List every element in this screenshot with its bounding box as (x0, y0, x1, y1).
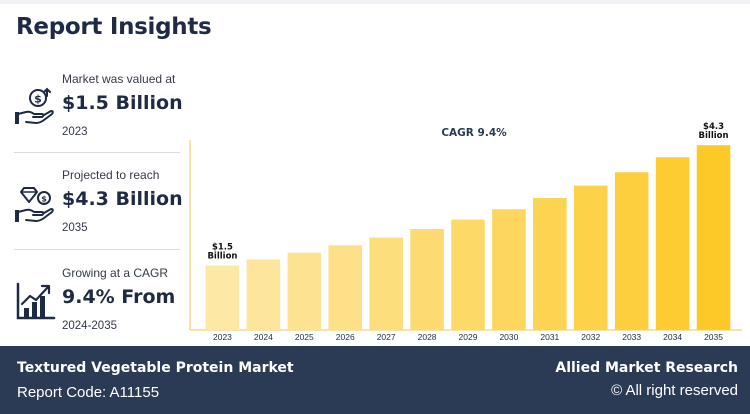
page-title: Report Insights (16, 14, 212, 40)
stat-cagr: Growing at a CAGR 9.4% From 2024-2035 (14, 266, 186, 338)
bar-2035 (696, 145, 731, 330)
stat-label: Market was valued at (62, 72, 176, 86)
bar-2030 (492, 209, 526, 330)
bar-2029 (451, 219, 485, 330)
x-tick-label: 2035 (704, 332, 723, 342)
stat-year: 2023 (62, 126, 88, 138)
data-label-unit: Billion (699, 131, 729, 141)
data-label: $1.5 (212, 243, 233, 253)
stat-value: $4.3 Billion (62, 188, 183, 210)
divider (14, 152, 180, 153)
stat-value: $1.5 Billion (62, 92, 183, 114)
data-label-unit: Billion (207, 252, 237, 262)
bar-2031 (533, 198, 567, 330)
x-tick-label: 2027 (377, 332, 396, 342)
x-tick-label: 2029 (459, 332, 478, 342)
growth-chart-icon (16, 282, 56, 320)
x-tick-label: 2031 (540, 332, 559, 342)
x-tick-label: 2026 (336, 332, 355, 342)
x-tick-label: 2034 (663, 332, 682, 342)
market-name: Textured Vegetable Protein Market (17, 360, 294, 376)
bar-2025 (287, 252, 322, 330)
bar-2027 (369, 237, 403, 330)
bar-2026 (328, 245, 363, 330)
footer: Textured Vegetable Protein Market Report… (0, 346, 750, 414)
svg-text:$: $ (41, 195, 47, 204)
stat-label: Growing at a CAGR (62, 266, 169, 280)
stat-year: 2024-2035 (62, 320, 117, 332)
bar-2023 (205, 265, 240, 330)
stat-value: 9.4% From (62, 286, 176, 308)
x-tick-label: 2023 (213, 332, 232, 342)
bar-2033 (614, 172, 649, 330)
rights-text: © All right reserved (611, 382, 738, 399)
diamond-hand-icon: $ (15, 187, 54, 222)
report-code: Report Code: A11155 (17, 384, 160, 401)
bar-2034 (655, 157, 690, 330)
x-tick-label: 2030 (499, 332, 518, 342)
stat-market-value: $ Market was valued at $1.5 Billion 2023 (14, 72, 186, 144)
top-bar (0, 0, 750, 4)
stat-projected-value: $ Projected to reach $4.3 Billion 2035 (14, 168, 186, 240)
x-tick-label: 2028 (418, 332, 437, 342)
data-label: $4.3 (703, 122, 724, 132)
stat-year: 2035 (62, 222, 88, 234)
money-hand-icon: $ (15, 87, 54, 124)
stat-label: Projected to reach (62, 168, 160, 182)
bar-chart: CAGR 9.4% 2023 $1.5 Billion 2024 2025 2026 2027… (186, 120, 746, 342)
x-tick-label: 2032 (581, 332, 600, 342)
chart-title: CAGR 9.4% (441, 127, 507, 139)
x-tick-label: 2024 (254, 332, 273, 342)
x-tick-label: 2025 (295, 332, 314, 342)
divider (14, 249, 180, 250)
bar-2032 (573, 185, 608, 330)
brand-name: Allied Market Research (555, 360, 738, 376)
bar-2024 (246, 259, 281, 330)
x-tick-label: 2033 (622, 332, 641, 342)
bar-2028 (410, 229, 444, 330)
svg-text:$: $ (34, 93, 42, 106)
